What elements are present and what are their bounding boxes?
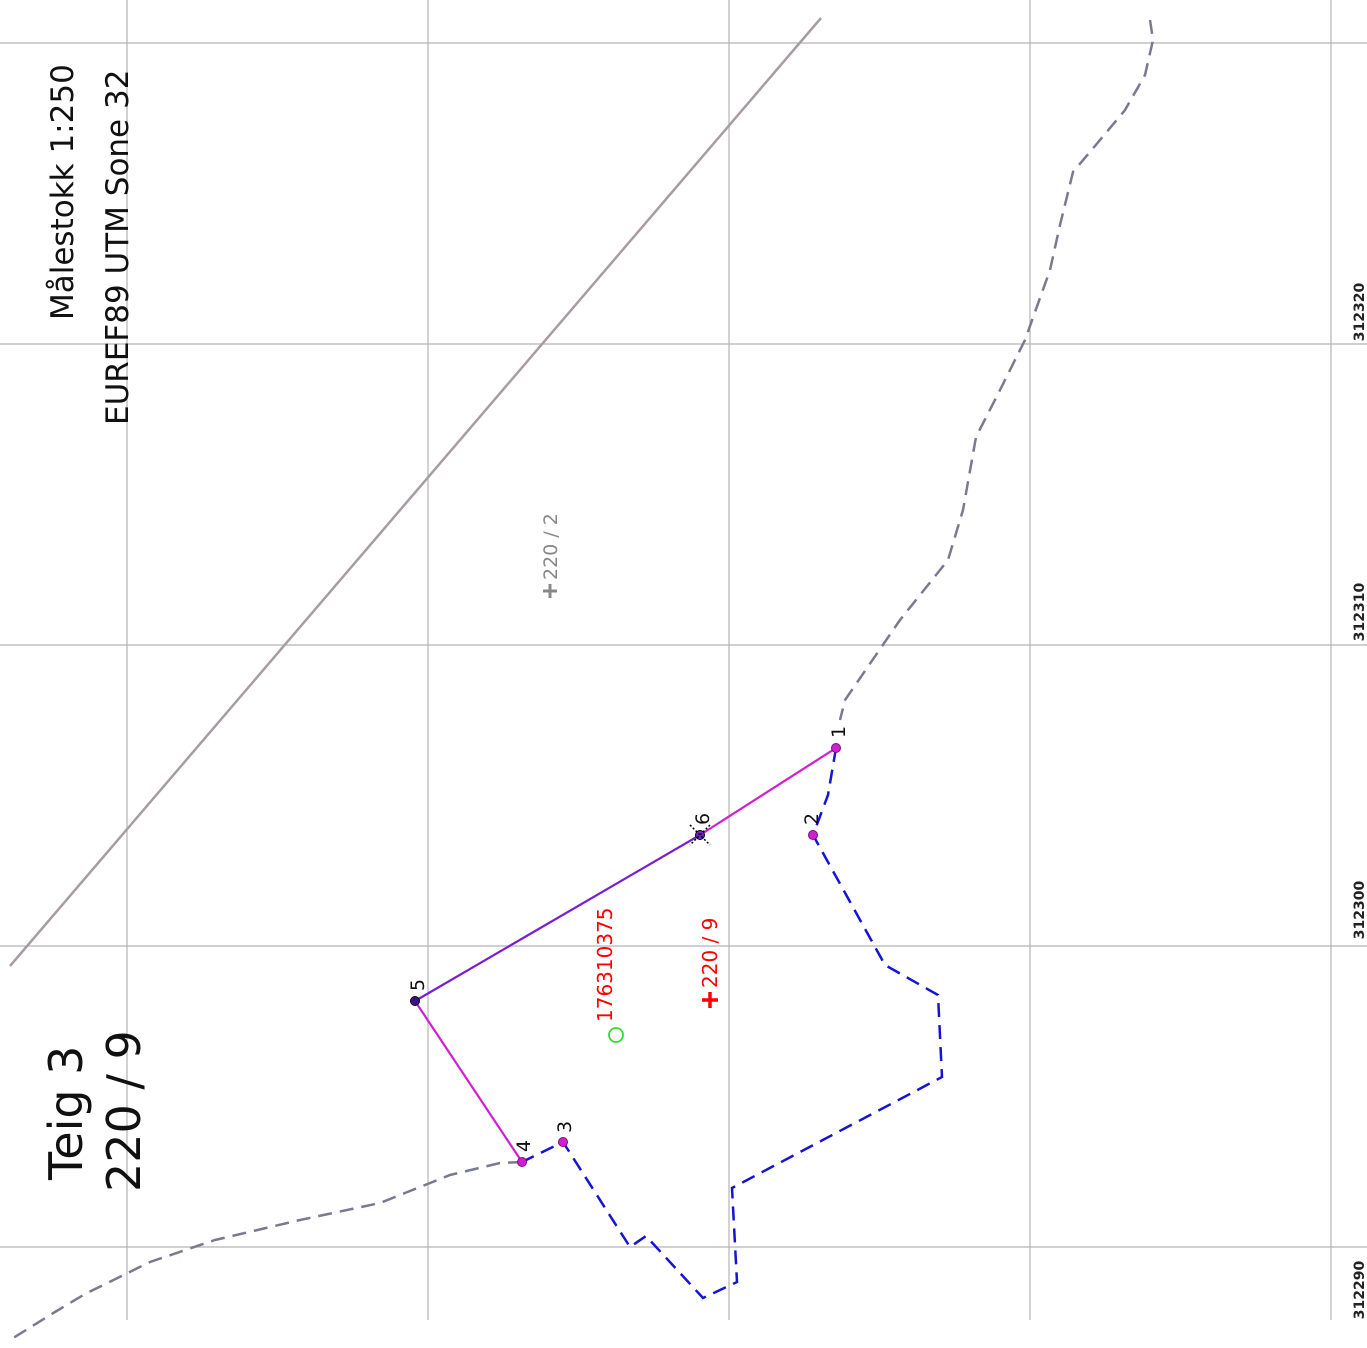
main-parcel-marker: 220 / 9 <box>698 918 722 1008</box>
title-line-2: 220 / 9 <box>97 1030 151 1192</box>
building-id-label: 176310375 <box>593 907 617 1022</box>
parcel-plus-icon <box>702 992 718 1008</box>
main-parcel-label: 220 / 9 <box>698 918 722 988</box>
neighbour-parcel-marker: 220 / 2 <box>540 513 562 598</box>
point-2-marker <box>808 830 818 840</box>
point-label-2: 2 <box>801 813 823 825</box>
point-6-cross-icon <box>689 824 711 846</box>
scale-info: Målestokk 1:250 EUREF89 UTM Sone 32 <box>45 64 136 425</box>
boundary-points <box>410 743 841 1167</box>
title-line-1: Teig 3 <box>39 1046 93 1181</box>
grid-label-312300: 312300 <box>1352 881 1367 940</box>
measured-lines <box>414 747 837 1163</box>
grid-label-312320: 312320 <box>1352 283 1367 342</box>
title-block: Teig 3 220 / 9 <box>39 1030 151 1192</box>
point-label-5: 5 <box>407 979 429 991</box>
parcel-boundary <box>521 747 944 1300</box>
neighbour-boundary-top <box>838 19 1155 721</box>
point-5-marker <box>410 996 420 1006</box>
point-label-3: 3 <box>554 1121 576 1133</box>
scale-text: Målestokk 1:250 <box>45 64 81 320</box>
building-marker: 176310375 <box>593 907 624 1043</box>
neighbour-plus-icon <box>543 584 557 598</box>
crs-text: EUREF89 UTM Sone 32 <box>100 70 136 425</box>
neighbour-parcel-label: 220 / 2 <box>540 513 562 580</box>
grid <box>0 0 1367 1320</box>
grid-label-312310: 312310 <box>1352 583 1367 642</box>
point-4-marker <box>517 1157 527 1167</box>
point-labels: 1 2 3 4 5 6 <box>407 726 850 1152</box>
road-line <box>9 17 822 967</box>
point-3-marker <box>558 1137 568 1147</box>
point-label-6: 6 <box>692 813 714 825</box>
grid-labels: 312290 312300 312310 312320 <box>1352 283 1367 1320</box>
point-1-marker <box>831 743 841 753</box>
grid-label-312290: 312290 <box>1352 1261 1367 1320</box>
point-label-1: 1 <box>828 726 850 738</box>
building-circle-icon <box>608 1027 624 1043</box>
point-label-4: 4 <box>513 1140 535 1152</box>
neighbour-boundary-bottom <box>9 1160 523 1342</box>
